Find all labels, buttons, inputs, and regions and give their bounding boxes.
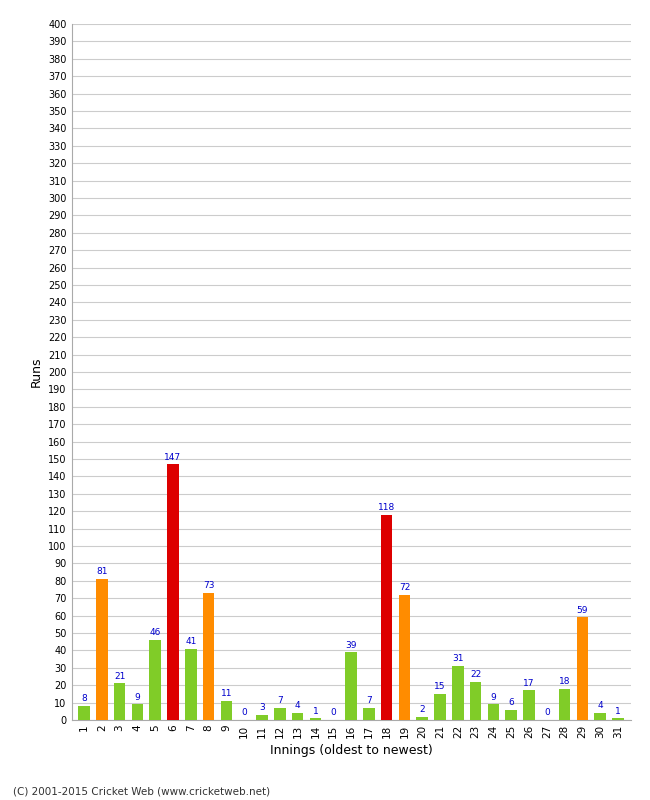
Bar bbox=[577, 618, 588, 720]
Text: 7: 7 bbox=[277, 696, 283, 706]
Bar bbox=[452, 666, 463, 720]
Text: 18: 18 bbox=[559, 677, 571, 686]
Bar bbox=[381, 514, 393, 720]
Text: 9: 9 bbox=[135, 693, 140, 702]
Bar bbox=[114, 683, 125, 720]
Text: 46: 46 bbox=[150, 628, 161, 638]
Text: 22: 22 bbox=[470, 670, 481, 679]
Text: 39: 39 bbox=[345, 641, 357, 650]
Text: 118: 118 bbox=[378, 503, 395, 512]
Text: 41: 41 bbox=[185, 637, 196, 646]
Bar bbox=[185, 649, 196, 720]
Text: 1: 1 bbox=[615, 706, 621, 716]
Text: 4: 4 bbox=[597, 702, 603, 710]
Text: 6: 6 bbox=[508, 698, 514, 707]
Bar bbox=[292, 713, 304, 720]
Bar bbox=[256, 714, 268, 720]
Bar bbox=[417, 717, 428, 720]
Text: 11: 11 bbox=[220, 690, 232, 698]
Text: (C) 2001-2015 Cricket Web (www.cricketweb.net): (C) 2001-2015 Cricket Web (www.cricketwe… bbox=[13, 786, 270, 796]
Text: 72: 72 bbox=[398, 583, 410, 592]
Text: 0: 0 bbox=[241, 708, 247, 718]
Text: 9: 9 bbox=[491, 693, 497, 702]
Text: 0: 0 bbox=[544, 708, 550, 718]
Bar bbox=[595, 713, 606, 720]
Text: 1: 1 bbox=[313, 706, 318, 716]
Bar bbox=[398, 594, 410, 720]
Bar bbox=[274, 708, 285, 720]
Bar bbox=[220, 701, 232, 720]
Bar bbox=[131, 704, 143, 720]
Text: 7: 7 bbox=[366, 696, 372, 706]
Bar bbox=[167, 464, 179, 720]
Text: 73: 73 bbox=[203, 582, 215, 590]
Text: 2: 2 bbox=[419, 705, 425, 714]
Text: 15: 15 bbox=[434, 682, 446, 691]
Bar bbox=[488, 704, 499, 720]
Bar bbox=[434, 694, 446, 720]
Text: 4: 4 bbox=[295, 702, 300, 710]
Y-axis label: Runs: Runs bbox=[29, 357, 42, 387]
Text: 8: 8 bbox=[81, 694, 87, 703]
Bar bbox=[96, 579, 107, 720]
Text: 147: 147 bbox=[164, 453, 181, 462]
Bar bbox=[150, 640, 161, 720]
Bar bbox=[309, 718, 321, 720]
X-axis label: Innings (oldest to newest): Innings (oldest to newest) bbox=[270, 744, 432, 757]
Text: 17: 17 bbox=[523, 679, 535, 688]
Bar bbox=[559, 689, 571, 720]
Bar bbox=[78, 706, 90, 720]
Bar bbox=[363, 708, 374, 720]
Text: 21: 21 bbox=[114, 672, 125, 681]
Bar bbox=[470, 682, 482, 720]
Bar bbox=[203, 593, 215, 720]
Bar bbox=[345, 652, 357, 720]
Text: 3: 3 bbox=[259, 703, 265, 712]
Text: 31: 31 bbox=[452, 654, 463, 663]
Bar bbox=[523, 690, 535, 720]
Text: 59: 59 bbox=[577, 606, 588, 614]
Text: 81: 81 bbox=[96, 567, 107, 577]
Bar bbox=[612, 718, 624, 720]
Bar bbox=[506, 710, 517, 720]
Text: 0: 0 bbox=[330, 708, 336, 718]
